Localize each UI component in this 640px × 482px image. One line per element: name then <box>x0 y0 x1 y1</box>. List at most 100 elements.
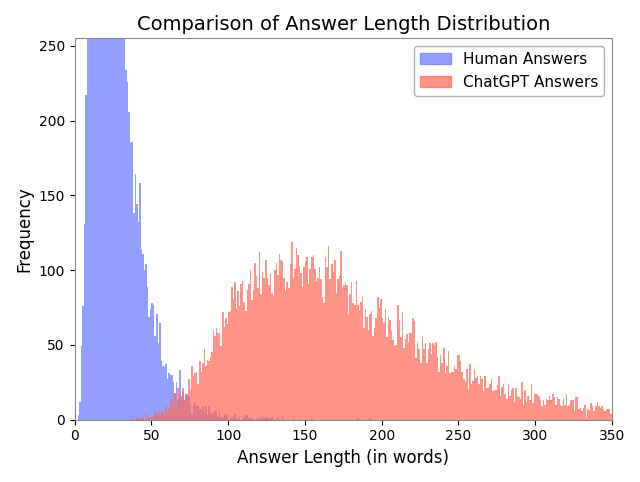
Bar <box>368 330 369 420</box>
Bar <box>447 351 449 420</box>
Bar <box>435 342 437 420</box>
Bar <box>228 312 230 420</box>
Bar <box>248 418 250 420</box>
Bar <box>354 305 356 420</box>
Bar <box>121 0 122 420</box>
Bar <box>560 405 561 420</box>
Bar <box>127 82 129 420</box>
Bar <box>256 418 257 420</box>
Bar <box>190 390 191 420</box>
Bar <box>561 406 563 420</box>
Bar <box>584 405 586 420</box>
Bar <box>239 417 241 420</box>
Bar <box>455 369 457 420</box>
Bar <box>495 390 497 420</box>
Bar <box>150 418 152 420</box>
Bar <box>265 417 266 420</box>
Bar <box>543 400 545 420</box>
Bar <box>107 0 108 420</box>
Bar <box>207 415 208 420</box>
Bar <box>476 378 477 420</box>
Bar <box>563 399 564 420</box>
Bar <box>113 0 115 420</box>
Bar <box>184 400 185 420</box>
Bar <box>265 260 266 420</box>
Bar <box>142 417 144 420</box>
Bar <box>125 70 127 420</box>
Bar <box>276 263 277 420</box>
Bar <box>554 397 555 420</box>
Bar <box>116 0 118 420</box>
Bar <box>141 418 142 420</box>
Bar <box>253 290 254 420</box>
Bar <box>454 366 455 420</box>
Bar <box>289 264 291 420</box>
Bar <box>443 348 445 420</box>
Bar <box>483 391 484 420</box>
Bar <box>406 335 408 420</box>
Bar <box>139 184 141 420</box>
Bar <box>205 406 207 420</box>
Bar <box>234 414 236 420</box>
Bar <box>305 261 307 420</box>
Bar <box>340 251 342 420</box>
Bar <box>162 411 164 420</box>
Bar <box>550 400 552 420</box>
Bar <box>223 414 225 420</box>
Bar <box>545 405 546 420</box>
Bar <box>555 405 557 420</box>
Bar <box>392 340 394 420</box>
Bar <box>145 264 147 420</box>
Bar <box>248 283 250 420</box>
Bar <box>499 376 500 420</box>
Bar <box>102 0 104 420</box>
Bar <box>506 399 508 420</box>
Bar <box>461 372 463 420</box>
Bar <box>429 344 431 420</box>
Bar <box>438 372 440 420</box>
Bar <box>159 414 161 420</box>
Bar <box>300 273 302 420</box>
Bar <box>148 417 150 420</box>
Bar <box>424 344 426 420</box>
Bar <box>535 394 537 420</box>
Bar <box>180 396 182 420</box>
Bar <box>357 305 358 420</box>
Bar <box>374 329 376 420</box>
Bar <box>282 261 284 420</box>
Bar <box>138 418 139 420</box>
Bar <box>508 384 509 420</box>
Bar <box>179 370 180 420</box>
Bar <box>190 406 191 420</box>
Bar <box>531 384 532 420</box>
Bar <box>210 357 211 420</box>
Bar <box>451 372 452 420</box>
Bar <box>268 285 269 420</box>
Bar <box>532 403 534 420</box>
Bar <box>514 402 515 420</box>
Bar <box>440 355 442 420</box>
Bar <box>131 418 133 420</box>
Bar <box>100 0 102 420</box>
Bar <box>262 272 264 420</box>
Bar <box>83 306 84 420</box>
Bar <box>411 333 412 420</box>
Bar <box>307 257 308 420</box>
Bar <box>282 415 284 420</box>
Bar <box>541 406 543 420</box>
Bar <box>474 369 476 420</box>
Bar <box>242 281 243 420</box>
Bar <box>168 374 170 420</box>
Bar <box>277 275 279 420</box>
Bar <box>401 312 403 420</box>
Bar <box>538 396 540 420</box>
Bar <box>284 278 285 420</box>
Bar <box>319 267 320 420</box>
Bar <box>246 290 248 420</box>
Bar <box>150 309 152 420</box>
Bar <box>351 282 353 420</box>
Bar <box>162 366 164 420</box>
Bar <box>98 0 99 420</box>
Bar <box>231 287 233 420</box>
Bar <box>314 268 316 420</box>
